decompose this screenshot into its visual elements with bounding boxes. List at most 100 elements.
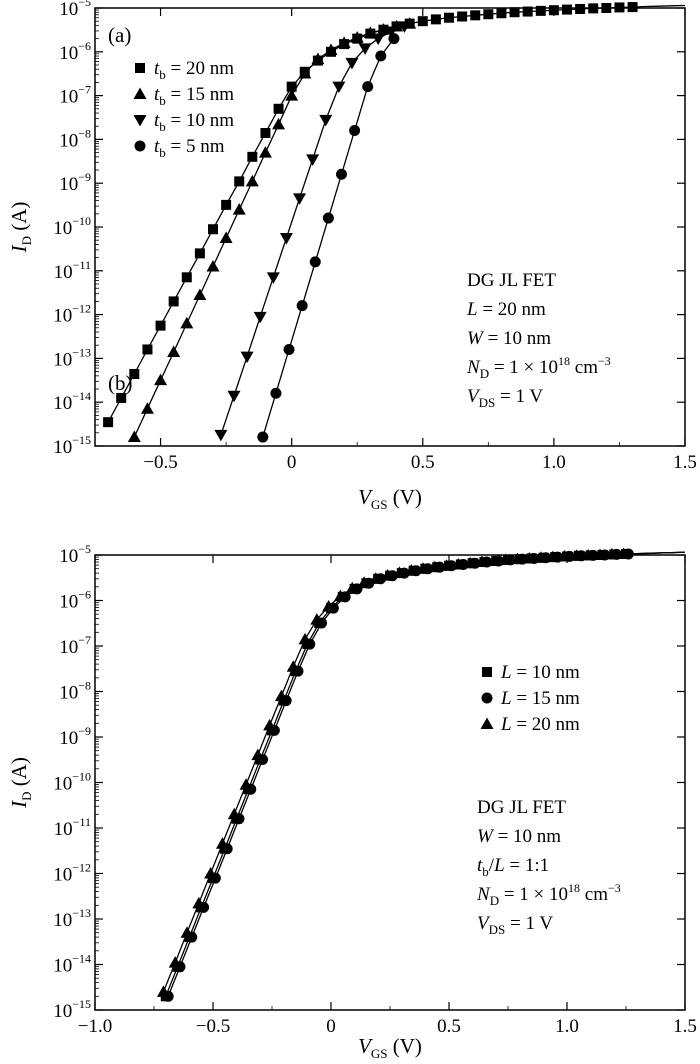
y-tick-label: 10−6 [59,588,91,613]
x-tick-label: 0.5 [411,452,435,473]
x-tick-label: −1.0 [78,1016,112,1037]
x-tick-label: 1.5 [673,1016,697,1037]
series-line [162,551,683,993]
marker-square [457,11,468,22]
x-tick-label: 0.5 [437,1016,461,1037]
marker-square [627,2,638,13]
marker-square [430,14,441,25]
marker-triangle-down [332,81,346,94]
marker-triangle-up [324,43,338,55]
series-1 [103,2,686,428]
marker-triangle-up [428,560,442,573]
x-tick-label: 1.5 [673,452,697,473]
y-tick-label: 10−6 [59,39,91,64]
marker-triangle-up [581,548,595,561]
marker-square [470,10,481,21]
y-tick-label: 10−13 [53,345,91,370]
marker-triangle-up [206,260,220,272]
marker-triangle-up [345,581,359,594]
marker-triangle-up [369,572,383,584]
marker-square [588,3,599,14]
marker-square [247,151,258,162]
y-tick-label: 10−15 [53,997,91,1022]
marker-circle [296,300,308,312]
marker-triangle-up [219,231,233,244]
series-3 [214,21,411,442]
marker-circle [349,124,361,136]
marker-triangle-up [569,549,583,561]
x-tick-label: −0.5 [143,452,177,473]
legend-label: L = 15 nm [500,688,580,709]
marker-triangle-up [381,568,395,581]
marker-triangle-down [253,311,267,324]
marker-square [417,16,428,27]
series-4 [257,33,400,443]
marker-triangle-down [319,114,333,127]
x-axis-label: VGS (V) [358,485,422,512]
marker-triangle-up [487,554,501,566]
marker-triangle-up [272,117,286,130]
y-tick-label: 10−15 [53,433,91,458]
y-tick-label: 10−12 [53,861,91,886]
annotation-line: DG JL FET [477,797,566,818]
marker-triangle-up [510,552,524,565]
series-line [262,38,395,438]
y-tick-label: 10−9 [59,170,91,195]
marker-triangle-up [204,867,218,879]
marker-triangle-up [605,547,619,560]
y-tick-label: 10−5 [59,0,91,20]
marker-square [562,4,572,15]
marker-triangle-up [193,288,207,301]
annotation-block: DG JL FET W = 10 nm tb/L = 1:1ND = 1 × 101… [476,797,621,937]
marker-triangle-up [258,146,272,158]
marker-triangle-down [279,233,293,245]
marker-triangle-down [293,193,307,205]
series-3 [156,547,683,997]
marker-triangle-down [397,21,411,33]
marker-square [482,667,492,677]
marker-triangle-up [534,551,548,563]
y-tick-label: 10−10 [53,770,91,795]
marker-triangle-up [298,632,312,645]
marker-triangle-up [617,547,631,560]
series-1 [160,549,686,1002]
annotation-line: VDS = 1 V [467,386,543,410]
marker-circle [388,33,400,45]
marker-triangle-up [392,566,406,578]
marker-square [234,176,245,187]
marker-square [273,103,284,114]
y-tick-label: 10−7 [59,83,91,108]
marker-triangle-down [227,390,241,403]
annotation-line: W = 10 nm [467,328,551,349]
marker-triangle-up [245,174,259,187]
marker-triangle-up [180,926,194,938]
legend-label: tb = 20 nm [154,58,234,82]
marker-triangle-down [358,43,372,55]
marker-square [168,296,179,307]
panel-a: 10−15 10−14 10−13 10−12 10−11 10−10 10−9 10−8 10… [7,0,697,512]
marker-triangle-up [310,613,324,625]
x-tick-label: 0 [326,1016,336,1037]
marker-triangle-down [266,272,280,284]
y-tick-label: 10−11 [54,815,91,840]
marker-triangle-up [239,778,253,790]
x-tick-label: 0 [287,452,297,473]
marker-circle [481,692,493,704]
marker-triangle-up [263,718,277,731]
marker-triangle-up [285,89,299,101]
marker-square [194,248,205,259]
annotation-block: DG JL FET L = 20 nm W = 10 nm ND = 1 × 1018… [466,270,611,410]
marker-triangle-up [154,373,168,386]
marker-triangle-up [127,430,141,443]
marker-triangle-up [274,689,288,702]
panel-b: 10−15 10−14 10−13 10−12 10−11 10−10 10−9 10−8 10… [7,371,697,1061]
series-line [220,25,405,436]
y-tick-label: 10−10 [53,214,91,239]
marker-triangle-up [333,589,347,602]
marker-circle [270,387,282,399]
marker-square [444,12,454,23]
marker-square [135,63,145,73]
legend-label: L = 10 nm [500,662,580,683]
marker-triangle-up [251,748,265,761]
y-axis-label: ID (A) [7,202,34,254]
